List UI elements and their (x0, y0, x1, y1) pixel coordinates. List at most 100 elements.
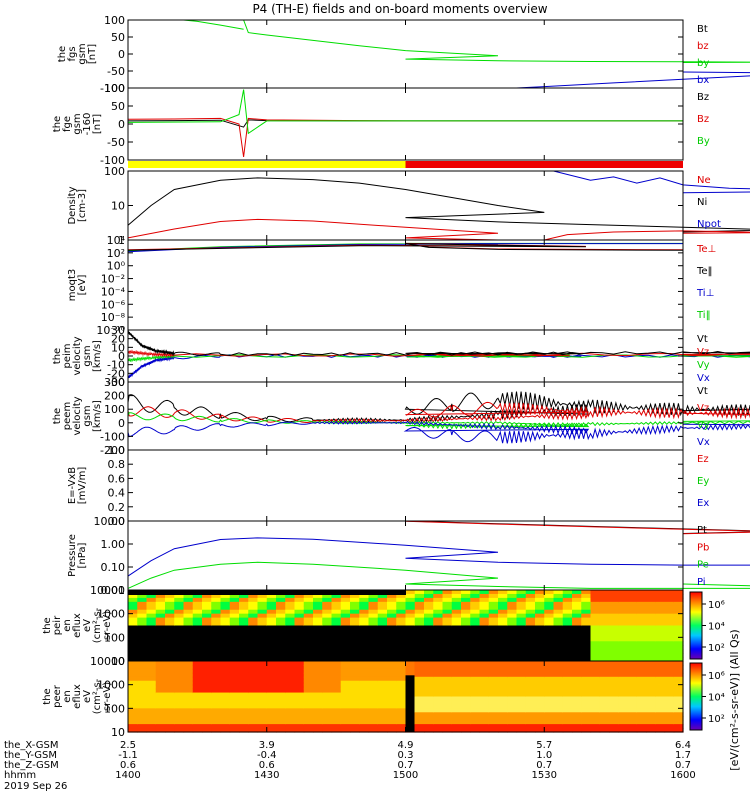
peer-cell (535, 685, 545, 690)
peer-cell (341, 689, 351, 694)
peir-cell (221, 598, 231, 603)
peer-cell (470, 685, 480, 690)
peer-cell (156, 720, 166, 725)
peir-cell (452, 629, 462, 634)
peir-cell (526, 649, 536, 654)
peer-cell (554, 704, 564, 709)
peer-cell (535, 720, 545, 725)
peer-cell (517, 720, 527, 725)
peir-cell (304, 618, 314, 623)
peir-cell (211, 602, 221, 607)
peir-cell (165, 602, 175, 607)
peer-cell (193, 681, 203, 686)
peir-cell (609, 598, 619, 603)
peir-cell (276, 626, 286, 631)
peer-cell (350, 712, 360, 717)
peer-cell (267, 693, 277, 698)
series-fgs-by (244, 20, 750, 63)
peir-cell (470, 594, 480, 599)
peir-cell (341, 641, 351, 646)
peir-cell (193, 637, 203, 642)
peer-cell (461, 712, 471, 717)
peir-cell (572, 637, 582, 642)
peir-cell (267, 610, 277, 615)
peer-cell (646, 704, 656, 709)
peer-cell (637, 704, 647, 709)
peer-cell (572, 673, 582, 678)
peer-cell (591, 685, 601, 690)
peer-cell (221, 673, 231, 678)
peir-cell (674, 641, 684, 646)
peer-cell (396, 716, 406, 721)
plot-title: P4 (TH-E) fields and on-board moments ov… (252, 2, 547, 16)
peir-cell (572, 602, 582, 607)
peer-cell (637, 716, 647, 721)
peer-cell (285, 697, 295, 702)
peir-cell (415, 645, 425, 650)
peir-cell (128, 598, 138, 603)
peir-cell (526, 610, 536, 615)
peir-cell (174, 649, 184, 654)
peer-cell (443, 677, 453, 682)
peir-cell (396, 645, 406, 650)
xaxis-value: 1530 (532, 770, 557, 781)
peir-cell (221, 622, 231, 627)
peer-cell (498, 681, 508, 686)
peir-cell (211, 598, 221, 603)
axes-density (128, 171, 683, 240)
peir-cell (526, 594, 536, 599)
peir-cell (322, 614, 332, 619)
peer-cell (535, 697, 545, 702)
peir-cell (628, 614, 638, 619)
peir-cell (572, 590, 582, 595)
peer-cell (313, 665, 323, 670)
peir-cell (174, 626, 184, 631)
peer-cell (165, 665, 175, 670)
peir-cell (387, 610, 397, 615)
peir-cell (341, 622, 351, 627)
peir-cell (285, 622, 295, 627)
peer-cell (618, 689, 628, 694)
peer-cell (341, 681, 351, 686)
peir-cell (628, 618, 638, 623)
peir-cell (313, 653, 323, 658)
peer-cell (452, 661, 462, 666)
peir-cell (674, 602, 684, 607)
peer-cell (415, 704, 425, 709)
peer-cell (276, 685, 286, 690)
peer-cell (600, 720, 610, 725)
peir-cell (544, 637, 554, 642)
peir-cell (609, 622, 619, 627)
peir-cell (221, 626, 231, 631)
peer-cell (267, 720, 277, 725)
peir-cell (128, 641, 138, 646)
peer-cell (193, 700, 203, 705)
peer-cell (147, 708, 157, 713)
peir-cell (295, 637, 305, 642)
peer-cell (174, 677, 184, 682)
peir-cell (128, 626, 138, 631)
peer-cell (369, 693, 379, 698)
peer-cell (396, 665, 406, 670)
peir-cell (480, 606, 490, 611)
peir-cell (424, 649, 434, 654)
peer-cell (285, 689, 295, 694)
peer-cell (609, 685, 619, 690)
peer-cell (128, 693, 138, 698)
peir-cell (258, 610, 268, 615)
peir-cell (655, 653, 665, 658)
legend-density-Ne: Ne (697, 175, 711, 186)
peer-cell (535, 716, 545, 721)
peer-cell (646, 681, 656, 686)
peir-cell (415, 633, 425, 638)
peer-cell (637, 689, 647, 694)
colorbar-label: 10² (708, 643, 725, 654)
peir-cell (202, 633, 212, 638)
peer-cell (230, 665, 240, 670)
peer-cell (239, 689, 249, 694)
peer-cell (211, 681, 221, 686)
peir-cell (526, 626, 536, 631)
peir-cell (544, 653, 554, 658)
peer-cell (313, 712, 323, 717)
